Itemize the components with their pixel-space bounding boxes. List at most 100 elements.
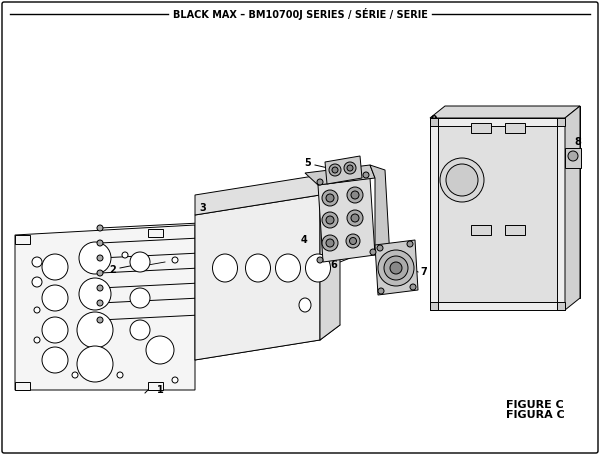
Circle shape <box>410 284 416 290</box>
Circle shape <box>317 179 323 185</box>
Circle shape <box>97 317 103 323</box>
Text: 9: 9 <box>431 115 437 125</box>
Polygon shape <box>430 106 580 118</box>
Text: FIGURE C: FIGURE C <box>506 400 564 410</box>
Circle shape <box>77 346 113 382</box>
Circle shape <box>446 164 478 196</box>
Circle shape <box>32 277 42 287</box>
Bar <box>430 118 438 126</box>
Polygon shape <box>305 165 375 185</box>
Circle shape <box>390 262 402 274</box>
Text: 8: 8 <box>575 137 581 147</box>
Circle shape <box>440 158 484 202</box>
Circle shape <box>72 372 78 378</box>
Text: 3: 3 <box>200 203 206 213</box>
Polygon shape <box>565 106 580 310</box>
Circle shape <box>42 317 68 343</box>
Circle shape <box>351 191 359 199</box>
Circle shape <box>97 240 103 246</box>
Circle shape <box>346 234 360 248</box>
Circle shape <box>322 212 338 228</box>
Text: BLACK MAX – BM10700J SERIES / SÉRIE / SERIE: BLACK MAX – BM10700J SERIES / SÉRIE / SE… <box>173 8 427 20</box>
Circle shape <box>351 214 359 222</box>
Circle shape <box>384 256 408 280</box>
Bar <box>557 118 565 126</box>
Text: 4: 4 <box>301 235 307 245</box>
Bar <box>565 148 581 168</box>
Circle shape <box>332 167 338 173</box>
Circle shape <box>347 210 363 226</box>
Circle shape <box>344 162 356 174</box>
Bar <box>505 225 525 235</box>
Circle shape <box>317 257 323 263</box>
Circle shape <box>79 278 111 310</box>
Circle shape <box>347 187 363 203</box>
Text: 7: 7 <box>421 267 427 277</box>
Circle shape <box>172 377 178 383</box>
Circle shape <box>407 241 413 247</box>
Circle shape <box>172 257 178 263</box>
Ellipse shape <box>299 298 311 312</box>
Circle shape <box>322 190 338 206</box>
Polygon shape <box>320 175 340 340</box>
Circle shape <box>122 252 128 258</box>
Circle shape <box>97 300 103 306</box>
Circle shape <box>117 372 123 378</box>
Ellipse shape <box>305 254 331 282</box>
Circle shape <box>326 239 334 247</box>
Circle shape <box>42 254 68 280</box>
Circle shape <box>347 165 353 171</box>
Ellipse shape <box>212 254 238 282</box>
Polygon shape <box>15 225 195 390</box>
Text: 1: 1 <box>157 385 163 395</box>
Circle shape <box>322 235 338 251</box>
Text: 5: 5 <box>365 168 371 178</box>
Bar <box>430 302 438 310</box>
Circle shape <box>97 285 103 291</box>
Polygon shape <box>148 229 163 237</box>
Polygon shape <box>430 118 565 310</box>
Bar <box>557 302 565 310</box>
Circle shape <box>130 252 150 272</box>
Circle shape <box>97 255 103 261</box>
Circle shape <box>77 312 113 348</box>
Polygon shape <box>195 175 320 215</box>
Circle shape <box>42 285 68 311</box>
Circle shape <box>146 336 174 364</box>
Text: 5: 5 <box>305 158 311 168</box>
Polygon shape <box>195 195 320 360</box>
Polygon shape <box>318 178 375 262</box>
Circle shape <box>97 270 103 276</box>
Circle shape <box>378 288 384 294</box>
Circle shape <box>130 320 150 340</box>
Circle shape <box>378 250 414 286</box>
Text: 6: 6 <box>331 260 337 270</box>
Circle shape <box>370 249 376 255</box>
Circle shape <box>79 242 111 274</box>
Polygon shape <box>15 235 30 244</box>
Circle shape <box>130 288 150 308</box>
Circle shape <box>363 172 369 178</box>
Circle shape <box>34 337 40 343</box>
Polygon shape <box>325 156 362 184</box>
Circle shape <box>42 347 68 373</box>
Polygon shape <box>375 240 418 295</box>
Ellipse shape <box>245 254 271 282</box>
Bar <box>505 123 525 133</box>
Text: 2: 2 <box>110 265 116 275</box>
Bar <box>471 225 491 235</box>
Text: FIGURA C: FIGURA C <box>506 410 565 420</box>
Polygon shape <box>445 106 580 298</box>
Circle shape <box>349 238 356 244</box>
Circle shape <box>32 257 42 267</box>
Ellipse shape <box>275 254 301 282</box>
Circle shape <box>326 194 334 202</box>
Circle shape <box>97 225 103 231</box>
Circle shape <box>329 164 341 176</box>
Polygon shape <box>438 126 557 302</box>
Circle shape <box>377 245 383 251</box>
Circle shape <box>34 307 40 313</box>
Polygon shape <box>15 382 30 390</box>
Polygon shape <box>148 382 163 390</box>
Bar <box>471 123 491 133</box>
